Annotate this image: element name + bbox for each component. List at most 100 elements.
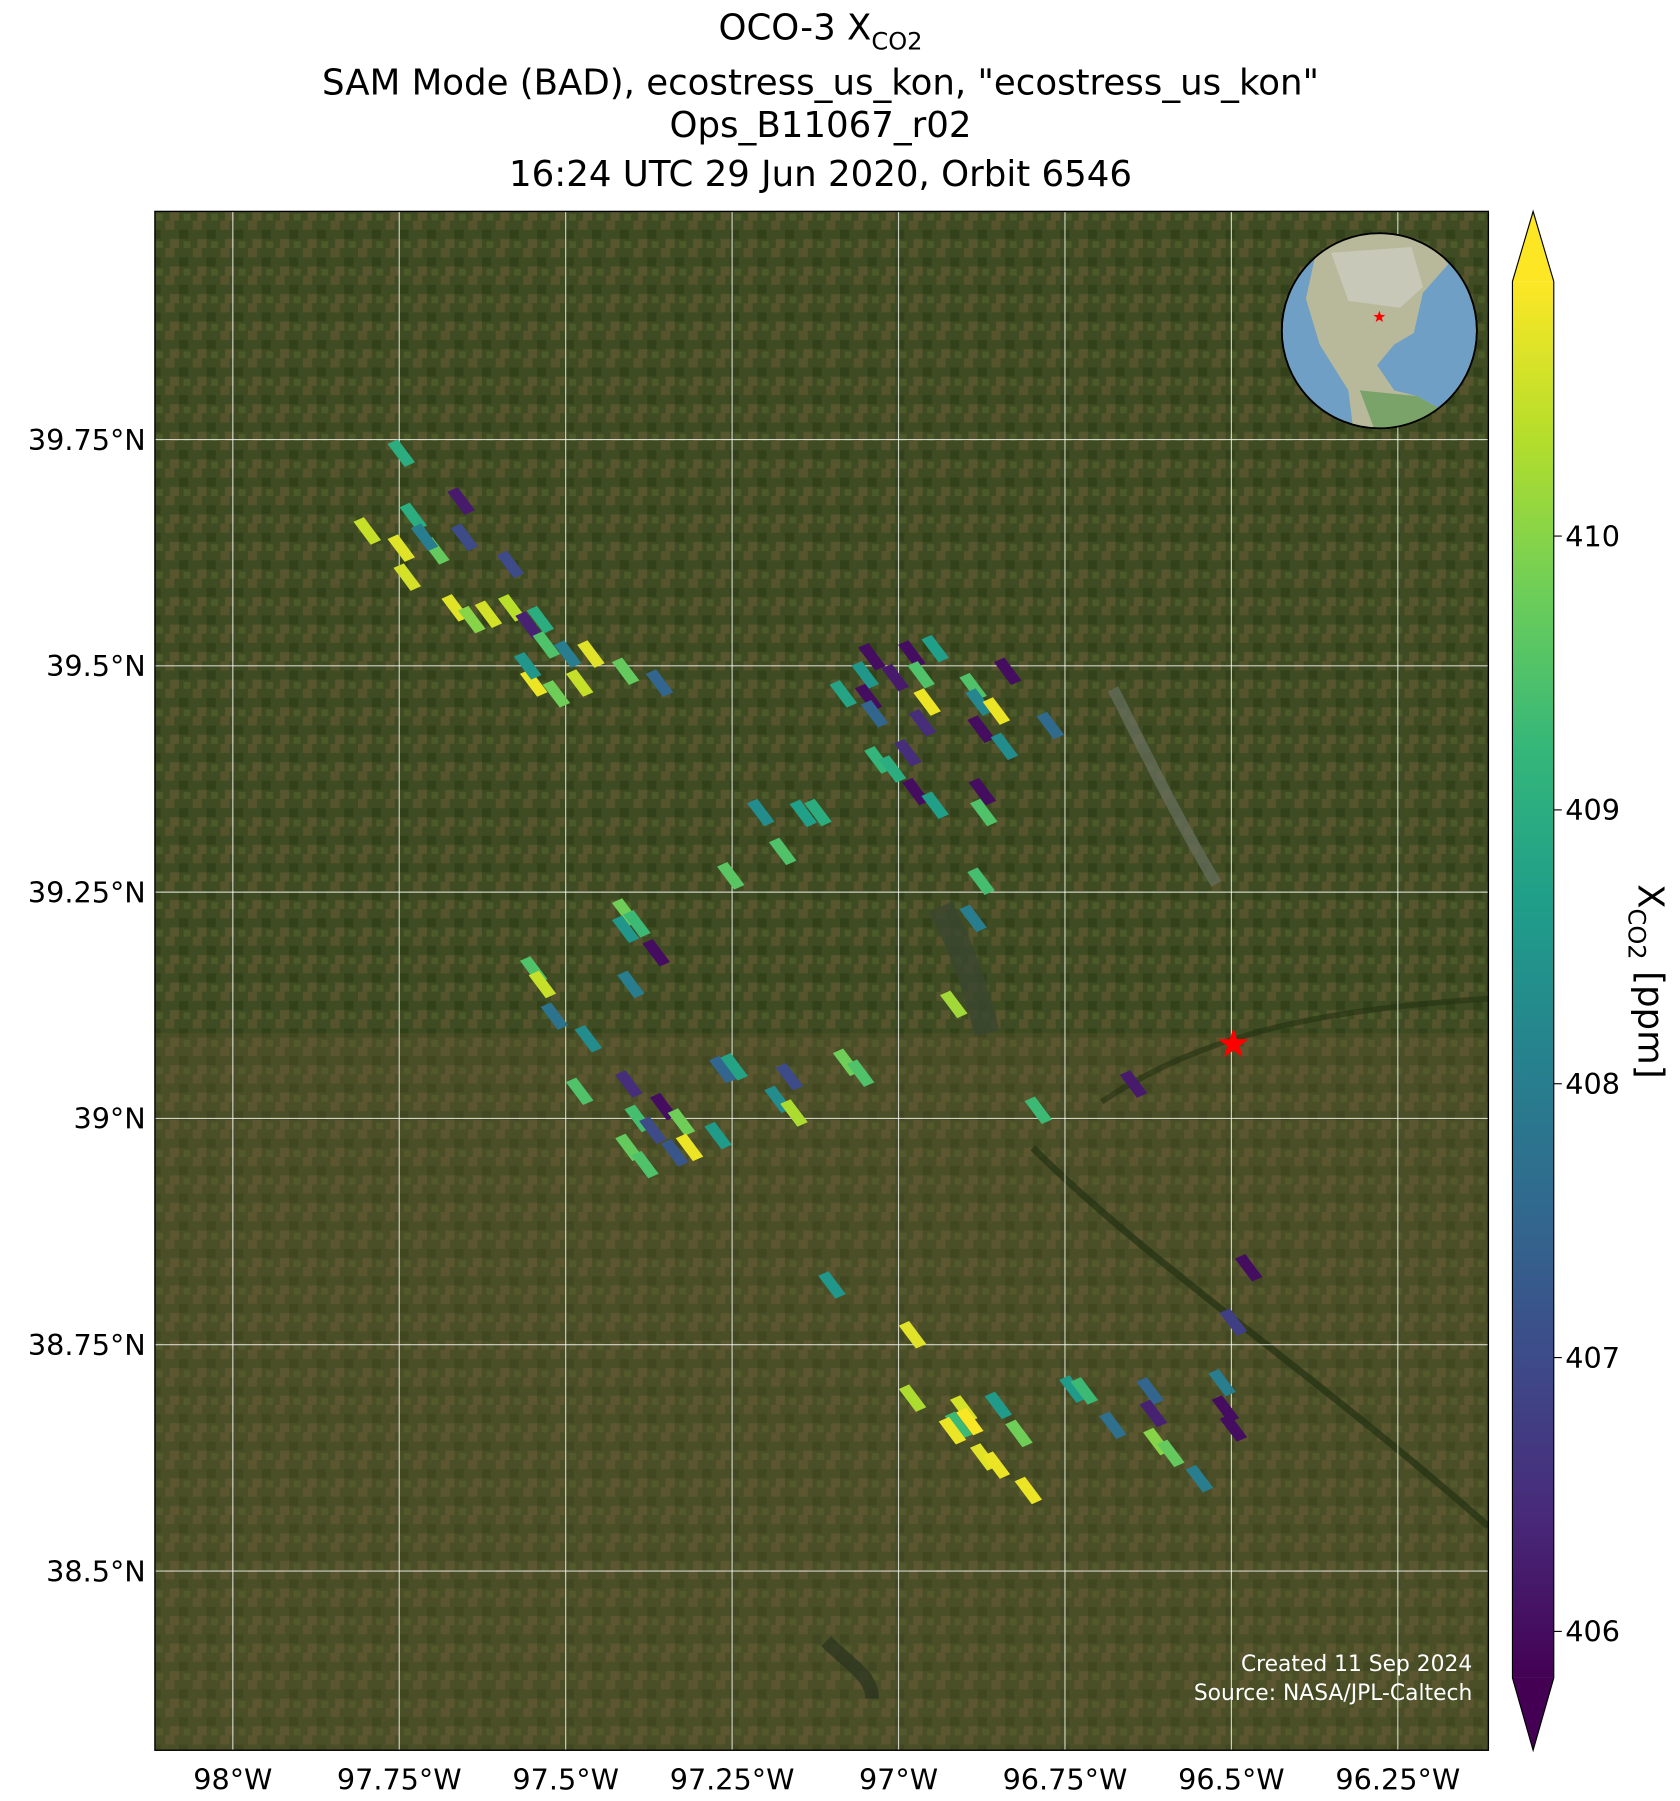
title-text: OCO-3 X: [718, 7, 871, 48]
sounding: [1119, 1070, 1148, 1098]
y-tick-label: 39.75°N: [28, 423, 146, 457]
sounding: [1024, 1096, 1053, 1125]
sounding: [780, 1099, 808, 1127]
sounding: [528, 970, 557, 999]
sounding: [704, 1121, 732, 1150]
title: OCO-3 XCO2: [718, 7, 922, 55]
sounding: [1139, 1399, 1168, 1428]
sounding: [565, 669, 594, 697]
sounding: [921, 791, 949, 819]
sounding: [1059, 1375, 1087, 1403]
sounding: [1036, 711, 1065, 740]
colorbar-tick-label: 410: [1565, 519, 1620, 553]
colorbar-tick-label: 406: [1565, 1615, 1620, 1649]
colorbar-extend-max: [1512, 211, 1554, 282]
x-tick-label: 97.5°W: [512, 1762, 619, 1796]
colorbar: 406 407 408 409 410: [1511, 209, 1620, 1753]
sounding: [617, 970, 645, 999]
plot-frame: [154, 210, 1490, 1751]
sounding: [540, 1002, 569, 1030]
sounding: [878, 755, 907, 783]
sounding: [921, 634, 949, 663]
sounding: [450, 523, 479, 552]
sounding: [894, 738, 922, 767]
sounding: [513, 652, 542, 680]
sounding: [1219, 1414, 1248, 1442]
y-tick-label: 39°N: [73, 1102, 145, 1136]
sounding: [1099, 1411, 1127, 1440]
sounding: [959, 672, 987, 701]
subtitle: 16:24 UTC 29 Jun 2020, Orbit 6546: [509, 154, 1132, 195]
sounding: [1234, 1254, 1263, 1282]
sounding: [1014, 1476, 1043, 1505]
sounding: [804, 798, 832, 827]
sounding: [661, 1139, 689, 1167]
basemap: [154, 211, 1489, 1751]
sounding: [746, 798, 775, 827]
annotation: Source: NASA/JPL-Caltech: [1194, 1681, 1472, 1706]
axes: 98°W 97.75°W 97.5°W 97.25°W 97°W 96.75°W 96.5°…: [28, 423, 1460, 1796]
sounding: [990, 732, 1019, 761]
sounding: [940, 990, 968, 1019]
sounding: [967, 867, 995, 896]
sounding: [1208, 1368, 1236, 1397]
sounding: [898, 1320, 927, 1349]
sounding: [393, 563, 421, 591]
y-tick-label: 39.5°N: [46, 649, 146, 683]
colorbar-tick-label: 408: [1565, 1067, 1620, 1101]
sounding: [858, 642, 886, 671]
sounding: [938, 1416, 967, 1445]
sounding: [447, 487, 475, 515]
grid: [154, 211, 1489, 1751]
sounding: [631, 1150, 659, 1179]
sounding: [775, 1063, 804, 1091]
x-tick-label: 97.25°W: [670, 1762, 795, 1796]
sounding: [818, 1271, 846, 1299]
sounding: [908, 709, 937, 737]
colorbar-tick-label: 409: [1565, 793, 1620, 827]
sounding: [984, 1391, 1013, 1420]
x-tick-label: 96.25°W: [1335, 1762, 1460, 1796]
sounding: [474, 600, 503, 628]
sounding: [410, 523, 439, 552]
sounding: [519, 669, 548, 697]
sounding: [515, 611, 543, 639]
sounding: [944, 1411, 973, 1440]
colorbar-label-unit: [ppm]: [1630, 971, 1671, 1079]
sounding: [965, 688, 993, 716]
sounding: [902, 777, 930, 806]
sounding: [532, 631, 561, 659]
sounding: [667, 1108, 696, 1136]
sounding: [854, 683, 883, 712]
sounding: [1211, 1395, 1240, 1423]
sounding: [969, 798, 998, 827]
sounding: [768, 837, 797, 866]
sounding: [1136, 1377, 1164, 1405]
x-tick-label: 97.75°W: [337, 1762, 462, 1796]
colorbar-outline: [1511, 209, 1555, 1753]
sounding: [982, 1451, 1011, 1479]
x-tick-label: 98°W: [193, 1762, 272, 1796]
sounding: [542, 680, 571, 708]
sounding: [1219, 1308, 1248, 1336]
colorbar-label: XCO2 [ppm]: [1622, 884, 1670, 1078]
globe-star: [1373, 310, 1386, 323]
sounding: [387, 439, 416, 467]
sounding: [709, 1055, 737, 1084]
target-star: [1218, 1028, 1249, 1058]
colorbar-label-subscript: CO2: [1622, 909, 1650, 960]
colorbar-tick-label: 407: [1565, 1341, 1620, 1375]
sounding: [851, 661, 880, 689]
y-tick-label: 38.75°N: [28, 1328, 146, 1362]
sounding: [993, 657, 1022, 686]
sounding: [716, 862, 745, 890]
sounding: [675, 1133, 704, 1162]
sounding: [907, 661, 935, 689]
sounding: [860, 700, 889, 728]
sounding: [642, 938, 670, 967]
sounding: [615, 1070, 643, 1098]
colorbar-body: [1512, 281, 1554, 1678]
sounding: [898, 640, 926, 668]
sounding: [387, 534, 416, 562]
